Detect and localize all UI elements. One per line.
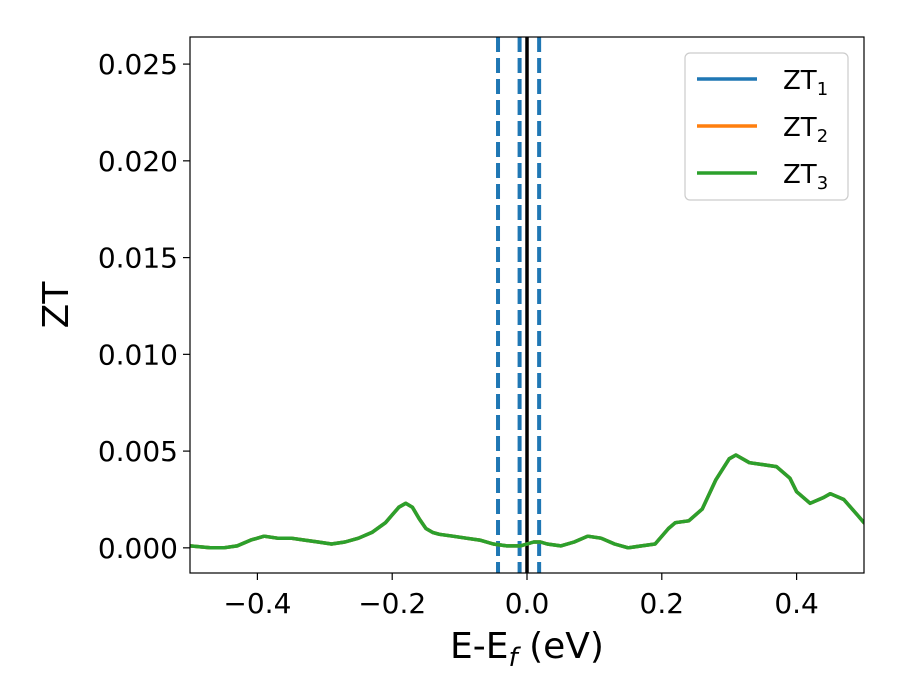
x-axis-label: E-Ef (eV) (450, 626, 604, 673)
y-tick-label: 0.005 (98, 435, 178, 468)
legend-label-zt1: ZT1 (783, 66, 828, 100)
legend: ZT1 ZT2 ZT3 (684, 52, 849, 201)
legend-label-zt2: ZT2 (783, 113, 828, 147)
y-axis-label: ZT (36, 281, 77, 329)
x-axis: −0.4 −0.2 0.0 0.2 0.4 (223, 573, 819, 620)
x-tick-label: 0.0 (505, 587, 550, 620)
series-line-zt3 (190, 453, 864, 550)
x-tick-label: 0.2 (640, 587, 685, 620)
y-axis: 0.000 0.005 0.010 0.015 0.020 0.025 (98, 48, 190, 565)
x-tick-label: −0.2 (358, 587, 426, 620)
legend-box (684, 52, 849, 201)
reference-lines (496, 37, 542, 573)
x-tick-label: −0.4 (223, 587, 291, 620)
y-tick-label: 0.000 (98, 532, 178, 565)
x-tick-label: 0.4 (774, 587, 819, 620)
y-tick-label: 0.025 (98, 48, 178, 81)
series-lines (190, 453, 864, 550)
legend-label-zt3: ZT3 (783, 160, 828, 194)
y-tick-label: 0.015 (98, 242, 178, 275)
y-tick-label: 0.020 (98, 145, 178, 178)
y-tick-label: 0.010 (98, 338, 178, 371)
